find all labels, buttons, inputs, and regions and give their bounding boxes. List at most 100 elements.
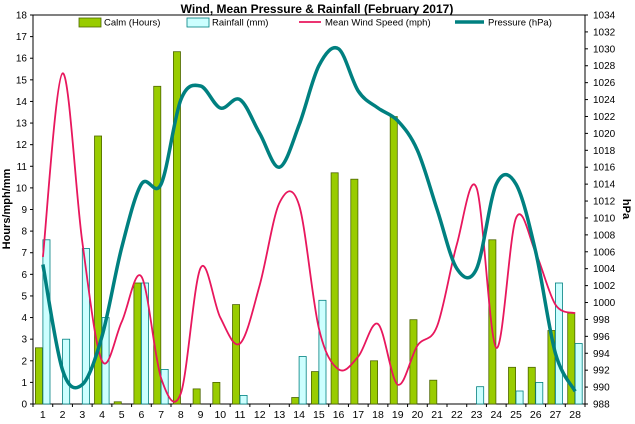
x-tick-label: 24: [490, 409, 502, 421]
y-tick-label: 7: [21, 248, 27, 259]
calm-bar-26: [527, 366, 536, 405]
y-tick-label: 9: [21, 205, 27, 216]
y-tick-label: 17: [16, 32, 28, 43]
calm-bar-6: [133, 282, 142, 405]
x-tick-label: 26: [530, 409, 542, 421]
y2-tick-label: 1030: [593, 44, 616, 55]
y-tick-label: 18: [16, 11, 28, 22]
rainfall-bar-14: [298, 356, 307, 405]
chart-title: Wind, Mean Pressure & Rainfall (February…: [181, 2, 454, 16]
x-axis: 1 2 3 4 5 6 7 8 9 10 11 12 13 14 15 16 17 18 19 20 21 22 23 24 2…: [32, 404, 586, 421]
calm-bar-21: [429, 379, 438, 405]
lines: [41, 46, 577, 403]
y-tick-label: 8: [21, 227, 27, 238]
rainfall-bar-3: [81, 247, 90, 405]
y2-tick-label: 1022: [593, 112, 616, 123]
calm-bar-1: [35, 347, 43, 405]
x-tick-label: 27: [550, 409, 562, 421]
calm-bar-14: [291, 397, 300, 405]
y-tick-label: 11: [17, 162, 28, 173]
y2-tick-label: 994: [593, 349, 610, 360]
y-axis-title-right: hPa: [620, 199, 632, 220]
y-tick-label: 12: [16, 140, 28, 151]
legend-label-pressure: Pressure (hPa): [488, 18, 552, 29]
wind-speed-line: [42, 72, 576, 403]
calm-bar-9: [192, 388, 201, 405]
calm-bar-7: [153, 85, 162, 405]
rainfall-bar-6: [140, 282, 149, 405]
y2-tick-label: 1012: [593, 197, 616, 208]
x-tick-label: 9: [198, 409, 204, 421]
y-tick-label: 1: [21, 378, 27, 389]
x-tick-label: 2: [60, 409, 66, 421]
y2-tick-label: 998: [593, 315, 610, 326]
pressure-line: [41, 46, 577, 393]
y2-tick-label: 1002: [593, 281, 616, 292]
calm-bar-17: [350, 178, 359, 405]
y-tick-label: 3: [21, 335, 27, 346]
x-tick-label: 6: [139, 409, 145, 421]
y2-tick-label: 1024: [593, 95, 616, 106]
x-tick-label: 25: [510, 409, 522, 421]
x-tick-label: 10: [214, 409, 226, 421]
y2-tick-label: 1010: [593, 213, 616, 224]
y2-tick-label: 1014: [593, 180, 616, 191]
x-tick-label: 4: [99, 409, 105, 421]
x-tick-label: 15: [313, 409, 325, 421]
y-axis-right: 988 990 992 994 996 998 1000 1002 1004 1006 1008 10…: [585, 11, 616, 411]
x-tick-label: 8: [178, 409, 184, 421]
calm-bar-10: [212, 381, 221, 405]
legend-label-rainfall: Rainfall (mm): [212, 18, 268, 29]
x-tick-label: 14: [293, 409, 305, 421]
x-tick-label: 7: [158, 409, 164, 421]
y-axis-title-left: Hours/mph/mm: [1, 168, 13, 249]
x-tick-label: 1: [40, 409, 46, 421]
calm-bar-19: [389, 116, 398, 405]
x-tick-label: 16: [333, 409, 345, 421]
legend-label-calm: Calm (Hours): [104, 18, 160, 29]
calm-bar-5: [113, 401, 122, 405]
y-tick-label: 0: [21, 400, 27, 411]
rainfall-bar-23: [476, 386, 485, 405]
bars: [35, 51, 583, 405]
calm-bar-25: [508, 366, 516, 405]
legend-label-wind: Mean Wind Speed (mph): [325, 18, 431, 29]
y-tick-label: 2: [21, 356, 27, 367]
y-tick-label: 4: [21, 313, 27, 324]
y2-tick-label: 1020: [593, 129, 616, 140]
y2-tick-label: 1032: [593, 27, 616, 38]
calm-bar-16: [330, 172, 339, 405]
x-tick-label: 22: [451, 409, 463, 421]
rainfall-bar-26: [535, 381, 544, 405]
legend-swatch-calm: [78, 17, 102, 28]
legend-swatch-rainfall: [186, 17, 210, 28]
y2-tick-label: 992: [593, 366, 610, 377]
rainfall-bar-15: [318, 299, 327, 405]
calm-bar-15: [310, 371, 319, 405]
x-tick-label: 20: [412, 409, 424, 421]
rainfall-bar-1: [42, 239, 51, 405]
x-tick-label: 13: [274, 409, 286, 421]
x-tick-label: 5: [119, 409, 125, 421]
y-tick-label: 14: [16, 97, 28, 108]
x-tick-label: 19: [392, 409, 404, 421]
x-tick-label: 23: [471, 409, 483, 421]
x-tick-label: 28: [569, 409, 581, 421]
y2-tick-label: 1034: [593, 11, 616, 22]
y-tick-label: 10: [16, 183, 28, 194]
x-tick-label: 12: [254, 409, 266, 421]
y2-tick-label: 1006: [593, 247, 616, 258]
y2-tick-label: 1004: [593, 264, 616, 275]
x-tick-label: 18: [372, 409, 384, 421]
y-tick-label: 13: [16, 119, 28, 130]
y2-tick-label: 996: [593, 332, 610, 343]
x-tick-label: 17: [352, 409, 364, 421]
y-tick-label: 5: [21, 291, 27, 302]
y2-tick-label: 1018: [593, 146, 616, 157]
calm-bar-4: [94, 135, 102, 405]
rainfall-bar-25: [515, 390, 524, 405]
x-tick-label: 11: [235, 409, 246, 421]
y-tick-label: 15: [16, 75, 28, 86]
